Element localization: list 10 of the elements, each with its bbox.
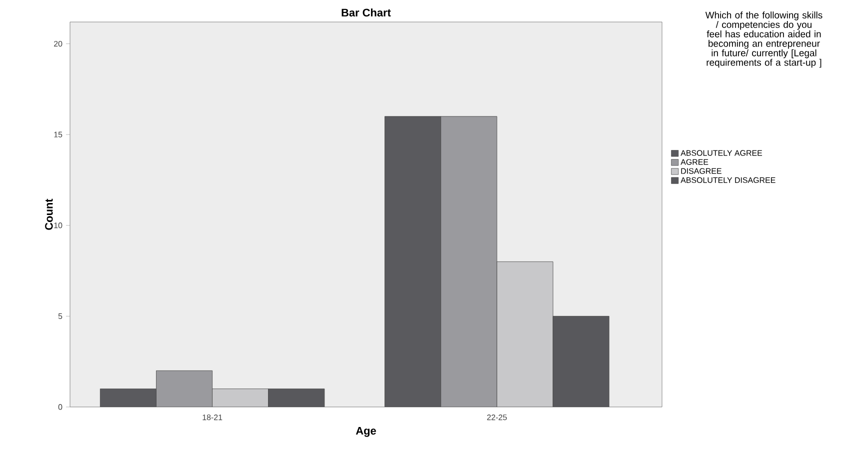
- bar: [268, 388, 325, 407]
- bar: [212, 388, 269, 407]
- bar: [440, 116, 498, 407]
- y-axis-title: Count: [45, 198, 53, 230]
- bar: [552, 316, 610, 407]
- legend-title: Which of the following skills / competencies do you feel has education aided in becoming an entrepreneur in future/ currently [Legal requirements of a start-up ]: [705, 12, 822, 68]
- x-axis-title: Age: [356, 426, 376, 437]
- bar: [156, 370, 213, 407]
- chart-title: Bar Chart: [342, 8, 391, 16]
- bar: [496, 262, 554, 407]
